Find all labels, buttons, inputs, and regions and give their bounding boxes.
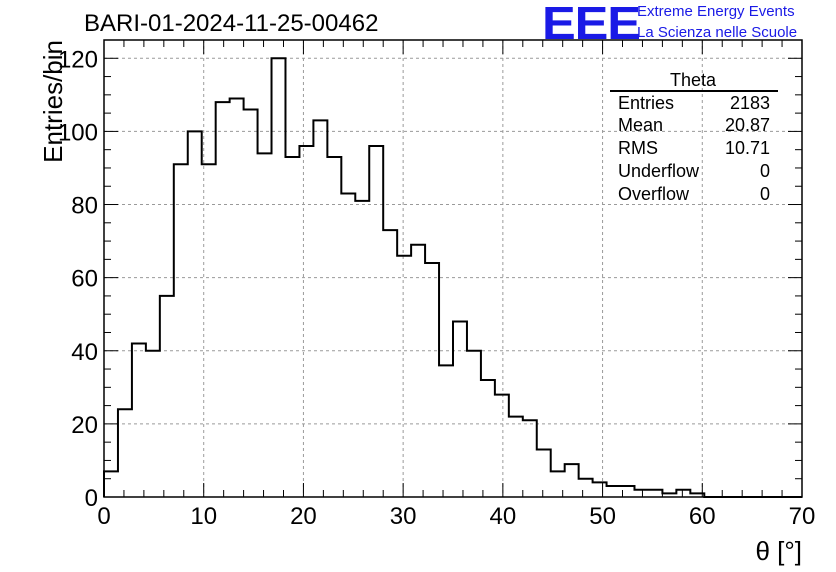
stat-row-entries: Entries 2183 [618,93,770,115]
x-tick-label: 30 [390,503,417,530]
stat-label: Overflow [618,184,690,204]
x-tick-label: 10 [190,503,217,530]
chart-title: BARI-01-2024-11-25-00462 [84,10,379,37]
y-tick-label: 120 [58,46,98,73]
histogram-series [103,57,802,498]
y-tick-label: 80 [71,193,98,220]
eee-logo: EEE [542,0,641,49]
tick-labels: 0 10 20 30 40 50 60 70 0 20 40 60 80 100 120 [58,46,815,530]
histogram-outline [103,57,802,498]
y-axis-label-wrap: Entries/bin [6,40,68,190]
stat-row-underflow: Underflow 0 [618,161,770,183]
stat-label: Underflow [618,161,700,181]
stat-row-overflow: Overflow 0 [618,184,770,206]
y-tick-label: 40 [71,339,98,366]
logo-subtitle-1: Extreme Energy Events [637,3,795,20]
y-axis-label: Entries/bin [38,40,68,163]
axes [103,39,803,498]
plot-frame [103,39,803,498]
y-tick-label: 20 [71,412,98,439]
stat-value: 0 [759,184,770,204]
stat-value: 0 [759,161,770,181]
x-axis-label: θ [°] [755,536,802,566]
logo-subtitle-2: La Scienza nelle Scuole [637,24,798,41]
x-tick-label: 50 [589,503,616,530]
x-tick-label: 0 [97,503,110,530]
stat-label: Mean [618,115,664,135]
y-tick-label: 0 [85,485,98,512]
y-tick-label: 60 [71,266,98,293]
stat-label: RMS [618,138,658,158]
stat-value: 2183 [729,93,770,113]
stat-value: 10.71 [724,138,770,158]
stat-value: 20.87 [724,115,770,135]
y-tick-label: 100 [58,119,98,146]
stats-title: Theta [669,70,717,90]
x-tick-label: 40 [490,503,517,530]
x-tick-label: 20 [290,503,317,530]
x-tick-label: 60 [689,503,716,530]
stat-row-rms: RMS 10.71 [618,138,770,160]
stats-divider [610,90,778,92]
stat-row-mean: Mean 20.87 [618,115,770,137]
x-tick-label: 70 [789,503,816,530]
stat-label: Entries [618,93,675,113]
